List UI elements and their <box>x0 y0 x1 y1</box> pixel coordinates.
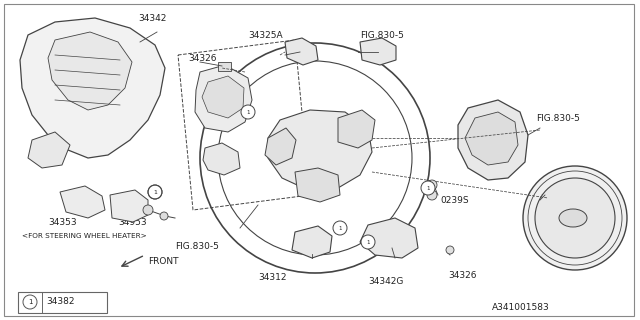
Text: 34953: 34953 <box>118 218 147 227</box>
Polygon shape <box>202 76 244 118</box>
Text: 1: 1 <box>366 239 370 244</box>
Polygon shape <box>265 128 296 165</box>
Polygon shape <box>60 186 105 218</box>
Text: 34326: 34326 <box>188 53 216 62</box>
Polygon shape <box>28 132 70 168</box>
Circle shape <box>23 295 37 309</box>
Text: FIG.830-5: FIG.830-5 <box>360 30 404 39</box>
Text: 34325A: 34325A <box>248 30 283 39</box>
Circle shape <box>535 178 615 258</box>
Circle shape <box>143 205 153 215</box>
FancyBboxPatch shape <box>17 292 106 313</box>
Polygon shape <box>360 38 396 65</box>
Polygon shape <box>338 110 375 148</box>
Text: FIG.830-5: FIG.830-5 <box>175 242 219 251</box>
Text: 1: 1 <box>246 109 250 115</box>
Polygon shape <box>360 218 418 258</box>
Circle shape <box>333 221 347 235</box>
Ellipse shape <box>559 209 587 227</box>
Circle shape <box>361 235 375 249</box>
Circle shape <box>160 212 168 220</box>
Text: FIG.343-2: FIG.343-2 <box>540 194 584 203</box>
Polygon shape <box>48 32 132 110</box>
Circle shape <box>148 185 162 199</box>
Polygon shape <box>295 168 340 202</box>
Circle shape <box>241 105 255 119</box>
Text: 34382: 34382 <box>46 298 74 307</box>
Polygon shape <box>285 38 318 65</box>
Polygon shape <box>195 65 252 132</box>
Circle shape <box>523 166 627 270</box>
Text: 1: 1 <box>28 299 32 305</box>
Text: FIG.830-5: FIG.830-5 <box>536 114 580 123</box>
Text: 0239S: 0239S <box>440 196 468 204</box>
Text: 1: 1 <box>426 186 429 190</box>
Text: 1: 1 <box>153 189 157 195</box>
Circle shape <box>446 246 454 254</box>
Polygon shape <box>465 112 518 165</box>
Circle shape <box>427 190 437 200</box>
Text: 1: 1 <box>339 226 342 230</box>
Text: 34312: 34312 <box>258 274 287 283</box>
Text: 34353: 34353 <box>48 218 77 227</box>
Text: 34342G: 34342G <box>368 277 403 286</box>
Circle shape <box>421 181 435 195</box>
Text: 34326: 34326 <box>448 271 477 281</box>
Polygon shape <box>458 100 528 180</box>
Text: <FOR STEERING WHEEL HEATER>: <FOR STEERING WHEEL HEATER> <box>22 233 147 239</box>
Polygon shape <box>292 226 332 258</box>
Polygon shape <box>268 110 372 190</box>
FancyBboxPatch shape <box>218 61 230 70</box>
Polygon shape <box>20 18 165 158</box>
Text: FRONT: FRONT <box>148 258 179 267</box>
Text: 34342: 34342 <box>138 13 166 22</box>
Text: A341001583: A341001583 <box>492 303 550 313</box>
Circle shape <box>427 180 437 190</box>
Circle shape <box>290 127 346 183</box>
Polygon shape <box>110 190 148 222</box>
Polygon shape <box>203 143 240 175</box>
